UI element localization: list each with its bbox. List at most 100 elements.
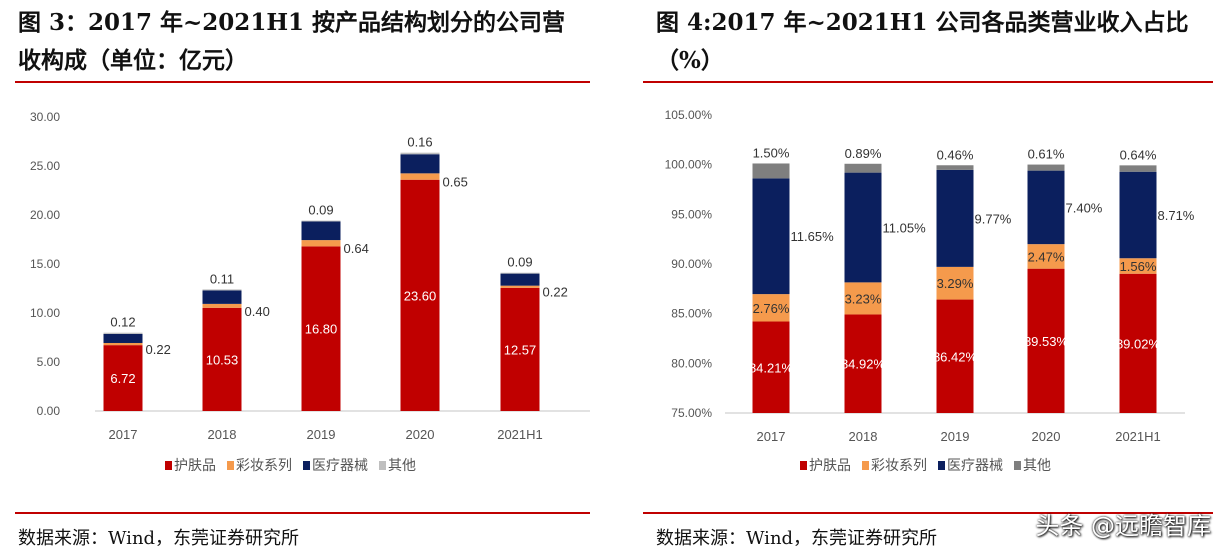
- right-y-tick-label: 80.00%: [671, 356, 712, 370]
- left-bar-skin: [202, 307, 242, 411]
- right-label-medical: 11.65%: [791, 229, 835, 244]
- left-bar-medical: [500, 273, 540, 286]
- left-label-skin: 23.60: [404, 288, 437, 303]
- left-label-skin: 10.53: [206, 352, 239, 367]
- right-bar-other: [1119, 165, 1157, 172]
- right-label-makeup: 3.23%: [845, 291, 882, 306]
- left-bar-makeup: [202, 303, 242, 308]
- right-bar-other: [1027, 164, 1065, 171]
- right-y-tick-label: 85.00%: [671, 307, 712, 321]
- left-bar-medical: [400, 154, 440, 174]
- left-legend-label-makeup: 彩妆系列: [236, 457, 292, 473]
- right-legend-swatch-medical: [938, 461, 945, 470]
- right-x-tick-label: 2019: [941, 429, 970, 444]
- right-legend-label-makeup: 彩妆系列: [871, 457, 927, 473]
- right-y-tick-label: 90.00%: [671, 257, 712, 271]
- left-label-other: 0.09: [308, 203, 333, 218]
- left-bar-medical: [103, 333, 143, 343]
- left-y-tick-label: 15.00: [30, 257, 60, 271]
- right-bar-medical: [1119, 171, 1157, 259]
- left-x-tick-label: 2017: [109, 427, 138, 442]
- left-label-other: 0.09: [507, 255, 532, 270]
- left-label-makeup: 0.64: [344, 241, 369, 256]
- left-x-tick-label: 2021H1: [497, 427, 543, 442]
- watermark: 头条 @远瞻智库: [1035, 512, 1211, 540]
- left-label-other: 0.11: [210, 271, 234, 286]
- left-label-other: 0.16: [407, 135, 432, 150]
- left-chart-title: 图 3：2017 年~2021H1 按产品结构划分的公司营收构成（单位：亿元）: [18, 9, 566, 74]
- left-label-makeup: 0.40: [245, 304, 270, 319]
- right-bar-medical: [752, 178, 790, 295]
- right-bar-medical: [1027, 170, 1065, 245]
- right-bar-medical: [844, 172, 882, 283]
- right-bar-makeup: [752, 294, 790, 322]
- right-bar-other: [844, 163, 882, 173]
- left-label-makeup: 0.65: [443, 175, 468, 190]
- right-legend-swatch-other: [1014, 461, 1021, 470]
- left-legend-label-skin: 护肤品: [174, 457, 216, 473]
- left-title-rule: [15, 81, 590, 83]
- right-label-skin: 89.02%: [1116, 336, 1161, 351]
- left-bar-makeup: [500, 285, 540, 288]
- right-label-skin: 84.92%: [841, 357, 886, 372]
- left-source: 数据来源：Wind，东莞证券研究所: [18, 528, 300, 549]
- left-bar-medical: [202, 290, 242, 304]
- right-bar-medical: [936, 169, 974, 267]
- right-y-tick-label: 75.00%: [671, 406, 712, 420]
- right-x-tick-label: 2021H1: [1115, 429, 1161, 444]
- right-y-tick-label: 105.00%: [665, 108, 713, 122]
- right-y-tick-label: 95.00%: [671, 207, 712, 221]
- left-bar-other: [103, 332, 143, 334]
- right-label-other: 0.64%: [1120, 147, 1157, 162]
- right-label-medical: 7.40%: [1066, 200, 1103, 215]
- right-source: 数据来源：Wind，东莞证券研究所: [656, 528, 938, 549]
- right-legend-label-medical: 医疗器械: [947, 457, 1003, 473]
- right-bar-skin: [844, 314, 882, 413]
- left-legend-swatch-medical: [303, 461, 310, 470]
- right-bar-makeup: [844, 282, 882, 315]
- left-bar-other: [202, 289, 242, 291]
- right-legend-swatch-makeup: [862, 461, 869, 470]
- right-bar-skin: [1027, 268, 1065, 413]
- right-label-makeup: 1.56%: [1120, 259, 1157, 274]
- right-bar-skin: [936, 299, 974, 413]
- right-label-skin: 84.21%: [749, 360, 794, 375]
- left-bar-skin: [400, 179, 440, 411]
- right-source-rule: [643, 512, 1213, 514]
- left-y-tick-label: 25.00: [30, 159, 60, 173]
- left-x-tick-label: 2019: [307, 427, 336, 442]
- left-bar-skin: [301, 246, 341, 411]
- left-legend-swatch-other: [379, 461, 386, 470]
- right-x-tick-label: 2017: [757, 429, 786, 444]
- left-y-tick-label: 10.00: [30, 306, 60, 320]
- left-y-tick-label: 30.00: [30, 110, 60, 124]
- left-bar-makeup: [103, 342, 143, 346]
- right-legend-label-skin: 护肤品: [809, 457, 851, 473]
- right-y-tick-label: 100.00%: [665, 158, 713, 172]
- right-bar-other: [936, 165, 974, 170]
- left-legend-swatch-makeup: [227, 461, 234, 470]
- left-bar-skin: [500, 287, 540, 411]
- right-label-medical: 8.71%: [1158, 208, 1195, 223]
- left-y-tick-label: 0.00: [37, 404, 61, 418]
- right-bar-other: [752, 163, 790, 179]
- right-label-medical: 11.05%: [883, 220, 927, 235]
- right-x-tick-label: 2020: [1032, 429, 1061, 444]
- left-legend-label-medical: 医疗器械: [312, 457, 368, 473]
- left-legend-label-other: 其他: [388, 457, 416, 473]
- left-label-other: 0.12: [110, 315, 135, 330]
- right-label-medical: 9.77%: [975, 211, 1012, 226]
- left-bar-makeup: [400, 173, 440, 180]
- left-bar-medical: [301, 221, 341, 241]
- left-label-skin: 12.57: [504, 342, 537, 357]
- right-chart-title: 图 4:2017 年~2021H1 公司各品类营业收入占比（%）: [656, 9, 1189, 74]
- left-y-tick-label: 20.00: [30, 208, 60, 222]
- right-legend-label-other: 其他: [1023, 457, 1051, 473]
- right-label-skin: 86.42%: [933, 349, 978, 364]
- left-bar-other: [400, 152, 440, 155]
- right-label-other: 1.50%: [753, 145, 790, 160]
- right-label-makeup: 3.29%: [937, 276, 974, 291]
- right-label-other: 0.89%: [845, 146, 882, 161]
- left-bar-skin: [103, 345, 143, 411]
